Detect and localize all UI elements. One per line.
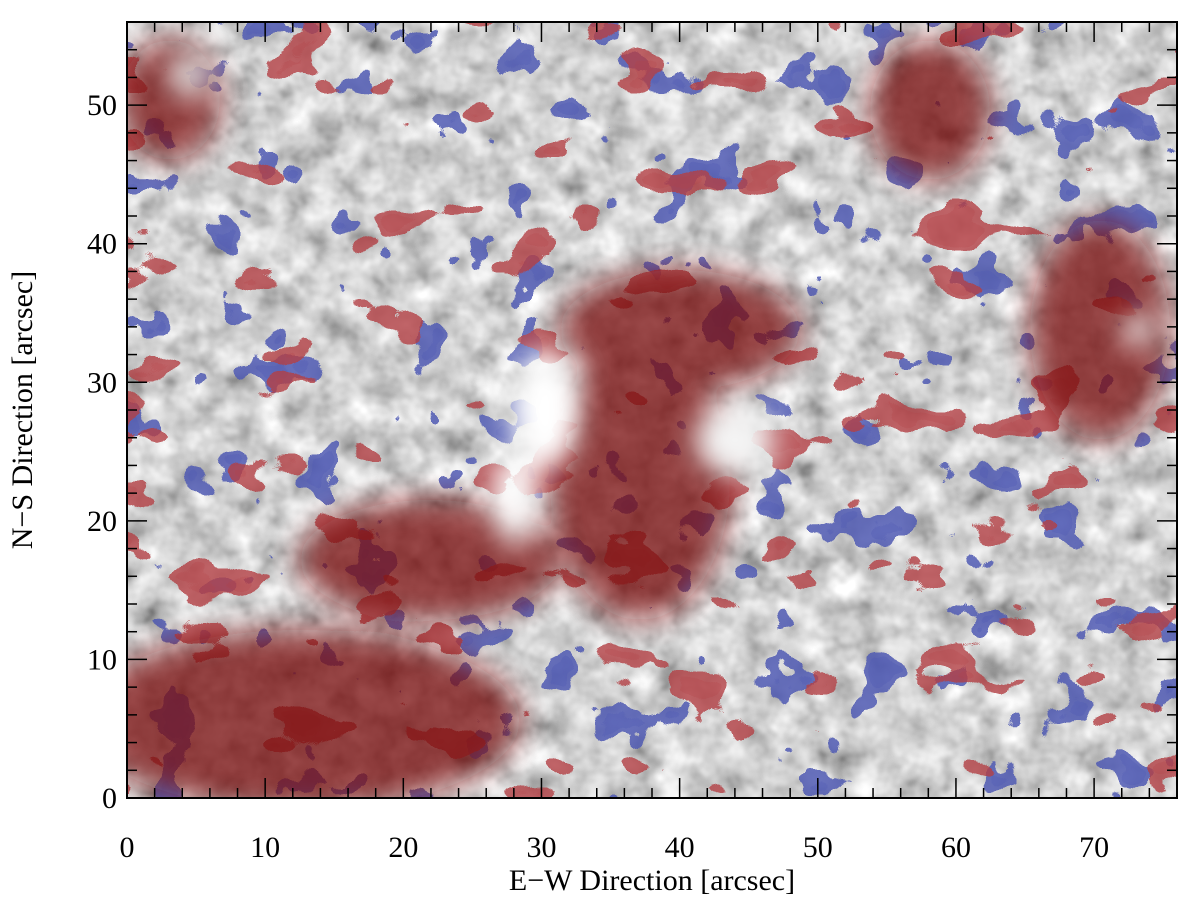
x-tick-label: 70 <box>1079 831 1109 864</box>
y-tick-label: 50 <box>87 89 117 122</box>
x-tick-label: 30 <box>526 831 556 864</box>
y-tick-label: 10 <box>87 643 117 676</box>
y-tick-label: 30 <box>87 366 117 399</box>
x-tick-label: 40 <box>665 831 695 864</box>
x-tick-label: 10 <box>250 831 280 864</box>
y-tick-label: 40 <box>87 228 117 261</box>
y-tick-label: 20 <box>87 505 117 538</box>
y-tick-label: 0 <box>102 782 117 815</box>
x-tick-label: 0 <box>120 831 135 864</box>
x-axis-label: E−W Direction [arcsec] <box>509 864 795 897</box>
y-axis-label: N−S Direction [arcsec] <box>6 271 39 549</box>
x-tick-label: 20 <box>388 831 418 864</box>
x-tick-label: 60 <box>941 831 971 864</box>
x-tick-label: 50 <box>803 831 833 864</box>
solar-image <box>127 22 1177 798</box>
